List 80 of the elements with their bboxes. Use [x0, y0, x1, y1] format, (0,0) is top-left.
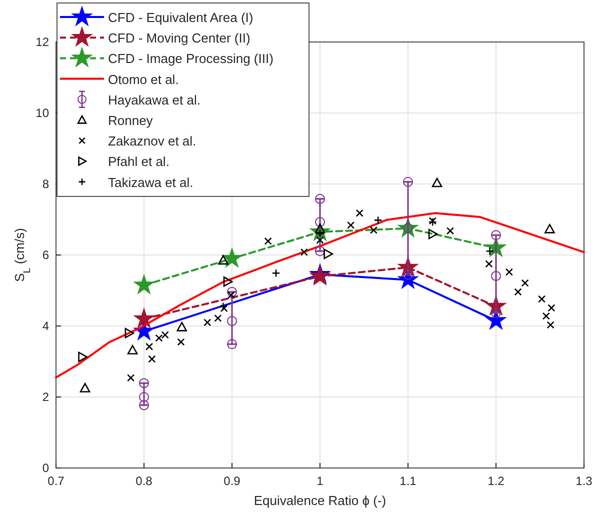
point — [227, 286, 237, 297]
point — [491, 308, 501, 318]
point — [214, 314, 222, 322]
point — [176, 322, 187, 332]
point — [145, 342, 154, 350]
legend-label: Hayakawa et al. — [108, 92, 200, 108]
point — [514, 288, 522, 296]
point — [139, 392, 149, 402]
point — [272, 268, 280, 278]
point — [548, 304, 556, 312]
point — [315, 194, 325, 204]
point — [127, 374, 135, 382]
point — [315, 216, 325, 227]
point — [134, 274, 154, 294]
point — [204, 318, 212, 326]
point — [542, 312, 550, 320]
point — [324, 248, 334, 260]
point — [80, 382, 90, 392]
point — [218, 302, 228, 311]
point — [139, 400, 149, 410]
point — [544, 224, 555, 234]
x-tick-label: 0.8 — [136, 474, 153, 488]
point — [428, 228, 438, 240]
y-tick-label: 8 — [42, 177, 50, 191]
point — [486, 246, 494, 256]
point — [546, 321, 554, 329]
x-tick-label: 1.3 — [576, 474, 593, 488]
point — [315, 246, 325, 256]
point — [220, 304, 228, 312]
point — [227, 316, 237, 326]
point — [227, 291, 235, 299]
x-tick-label: 1.2 — [488, 474, 505, 488]
y-tick-label: 4 — [42, 319, 50, 333]
point — [177, 338, 185, 346]
point — [148, 355, 156, 363]
point — [432, 178, 442, 188]
point — [505, 268, 513, 276]
point — [218, 255, 228, 265]
point — [538, 295, 546, 303]
x-tick-label: 0.7 — [48, 474, 65, 488]
point — [374, 216, 382, 224]
legend-label: CFD - Image Processing (III) — [108, 51, 274, 66]
line-series — [55, 212, 585, 378]
y-tick-label: 10 — [36, 106, 50, 120]
x-tick-label: 1.1 — [400, 474, 417, 488]
point — [347, 221, 355, 229]
point — [223, 276, 233, 287]
y-tick-label: 12 — [36, 35, 50, 49]
point — [403, 176, 413, 187]
y-tick-label: 0 — [42, 461, 50, 475]
point — [485, 260, 493, 268]
point — [127, 344, 138, 354]
x-axis-title: Equivalence Ratio ϕ (-) — [254, 493, 386, 508]
point — [139, 378, 149, 388]
legend-label: Otomo et al. — [108, 72, 179, 87]
legend-label: CFD - Equivalent Area (I) — [108, 10, 254, 25]
point — [491, 270, 501, 281]
point — [446, 227, 454, 235]
point — [222, 248, 242, 268]
point — [124, 328, 134, 338]
point — [264, 237, 272, 245]
point — [78, 352, 88, 362]
point — [227, 339, 237, 350]
point — [134, 308, 154, 328]
point — [403, 270, 413, 280]
x-tick-label: 1 — [316, 474, 324, 488]
point — [486, 310, 506, 330]
legend-label: Pfahl et al. — [108, 154, 170, 170]
point — [300, 248, 308, 256]
point — [521, 279, 529, 287]
point — [491, 230, 501, 240]
legend-label: Takizawa et al. — [108, 174, 194, 190]
legend-label: CFD - Moving Center (II) — [108, 30, 250, 46]
legend-label: Zakaznov et al. — [108, 134, 196, 149]
point — [356, 209, 364, 217]
y-tick-label: 6 — [42, 248, 50, 262]
y-tick-label: 2 — [42, 390, 50, 404]
point — [370, 226, 378, 234]
legend-label: Ronney — [108, 113, 154, 128]
x-tick-label: 0.9 — [224, 474, 241, 488]
